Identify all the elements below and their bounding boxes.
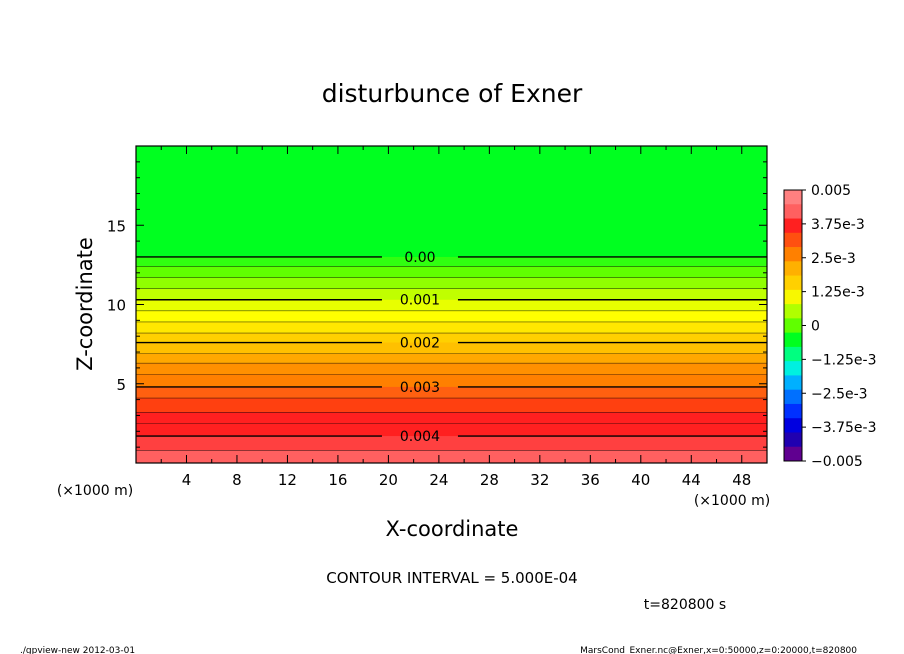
colorbar-swatch [784, 190, 802, 205]
colorbar-swatch [784, 361, 802, 376]
contour-band [136, 412, 767, 424]
contour-band [136, 299, 767, 312]
y-tick-label: 10 [107, 297, 126, 315]
colorbar-swatch [784, 275, 802, 291]
colorbar-swatch [784, 318, 802, 334]
x-tick-label: 48 [732, 471, 751, 489]
colorbar-swatch [784, 403, 802, 419]
x-tick-label: 16 [328, 471, 347, 489]
colorbar-swatch [784, 432, 802, 448]
contour-band [136, 423, 767, 437]
x-unit-right: (×1000 m) [694, 493, 770, 509]
contour-band [136, 363, 767, 375]
colorbar-label: 3.75e-3 [811, 217, 865, 233]
contour-band [136, 277, 767, 290]
footer-right: MarsCond_Exner.nc@Exner,x=0:50000,z=0:20… [580, 646, 857, 654]
contour-label: 0.004 [400, 429, 440, 445]
contour-band [136, 353, 767, 364]
x-axis-ticks: 4 8 12 16 20 24 28 32 36 40 44 48 [160, 146, 751, 489]
x-axis-label: X-coordinate [386, 517, 519, 541]
time-label: t=820800 s [644, 597, 726, 613]
y-tick-label: 5 [116, 376, 126, 394]
colorbar-swatch [784, 247, 802, 262]
x-tick-label: 8 [232, 471, 242, 489]
contour-band [136, 256, 767, 267]
contour-band [136, 374, 767, 388]
contour-band [136, 398, 767, 413]
colorbar-label: 0.005 [811, 183, 851, 199]
contour-band [136, 266, 767, 279]
chart-title: disturbunce of Exner [322, 79, 583, 108]
colorbar: 0.005 3.75e-3 2.5e-3 1.25e-3 0 −1.25e-3 −2.5e-… [783, 183, 876, 470]
x-tick-label: 36 [581, 471, 600, 489]
y-tick-label: 15 [107, 217, 126, 235]
x-tick-label: 32 [530, 471, 549, 489]
colorbar-swatch [784, 204, 802, 219]
minor-contour-lines [136, 266, 767, 451]
x-tick-label: 40 [631, 471, 650, 489]
colorbar-swatch [784, 418, 802, 433]
x-tick-label: 44 [682, 471, 701, 489]
colorbar-swatch [784, 289, 802, 305]
contour-band [136, 288, 767, 301]
colorbar-label: 2.5e-3 [811, 251, 856, 267]
contour-band [136, 386, 767, 399]
contour-band [136, 146, 767, 258]
colorbar-label: −0.005 [811, 454, 863, 470]
x-tick-label: 4 [182, 471, 192, 489]
contour-interval-note: CONTOUR INTERVAL = 5.000E-04 [326, 569, 577, 587]
colorbar-swatch [784, 304, 802, 319]
footer-left: ./gpview-new 2012-03-01 [20, 646, 135, 654]
x-unit-left: (×1000 m) [57, 483, 133, 499]
colorbar-swatch [784, 232, 802, 248]
colorbar-swatch [784, 375, 802, 391]
colorbar-swatch [784, 346, 802, 362]
contour-label: 0.00 [404, 250, 435, 266]
colorbar-swatch [784, 446, 802, 462]
colorbar-label: −3.75e-3 [811, 420, 876, 436]
major-contour-lines: 0.00 0.001 0.002 0.003 0.004 [136, 250, 767, 445]
colorbar-label: 0 [811, 319, 820, 335]
contour-band [136, 436, 767, 451]
colorbar-label: −2.5e-3 [811, 386, 868, 402]
x-tick-label: 20 [379, 471, 398, 489]
contour-label: 0.001 [400, 293, 440, 309]
contour-label: 0.003 [400, 380, 440, 396]
contour-band [136, 321, 767, 334]
colorbar-swatch [784, 389, 802, 405]
contour-band [136, 310, 767, 323]
colorbar-swatch [784, 218, 802, 234]
x-tick-label: 12 [278, 471, 297, 489]
x-tick-label: 24 [429, 471, 448, 489]
filled-contour-bands [136, 146, 767, 464]
contour-label: 0.002 [400, 336, 440, 352]
colorbar-label: −1.25e-3 [811, 352, 876, 368]
x-tick-label: 28 [480, 471, 499, 489]
contour-band [136, 342, 767, 355]
contour-band [136, 450, 767, 464]
colorbar-label: 1.25e-3 [811, 285, 865, 301]
colorbar-swatch [784, 261, 802, 276]
y-axis-label: Z-coordinate [73, 237, 97, 371]
y-axis-ticks: 5 10 15 [107, 161, 767, 448]
colorbar-swatch [784, 332, 802, 348]
contour-band [136, 333, 767, 344]
